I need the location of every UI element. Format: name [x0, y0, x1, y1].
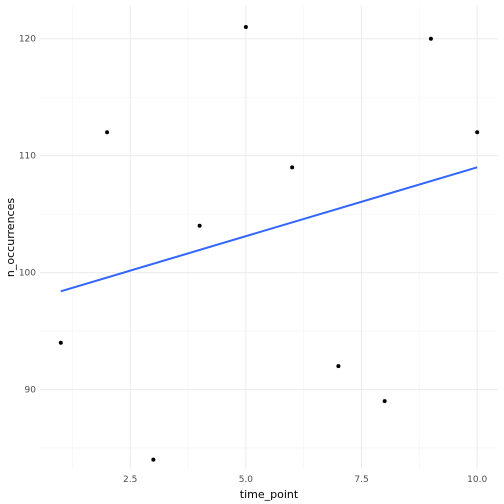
trend-line [60, 166, 478, 293]
data-point [290, 165, 295, 170]
minor-gridlines [40, 6, 498, 469]
data-point [475, 130, 480, 135]
y-tick-labels: 90 100 110 120 [19, 35, 36, 396]
data-point [105, 130, 110, 135]
y-tick-label: 110 [19, 152, 36, 162]
data-point [197, 223, 202, 228]
x-tick-label: 2.5 [123, 475, 137, 485]
y-axis-title: n_occurrences [4, 198, 17, 277]
major-gridlines [40, 6, 498, 469]
data-point [336, 364, 341, 369]
data-point [58, 340, 63, 345]
x-axis-title: time_point [240, 488, 299, 501]
data-point [382, 399, 387, 404]
x-tick-label: 5.0 [239, 475, 254, 485]
data-point [151, 457, 156, 462]
y-tick-label: 100 [19, 269, 36, 279]
data-points [58, 25, 480, 462]
data-point [428, 36, 433, 41]
y-tick-label: 120 [19, 35, 36, 45]
x-tick-label: 7.5 [354, 475, 368, 485]
trend-line-layer [60, 166, 478, 293]
x-tick-label: 10.0 [467, 475, 487, 485]
x-tick-labels: 2.5 5.0 7.5 10.0 [123, 475, 487, 485]
y-tick-label: 90 [25, 385, 37, 395]
data-point [243, 25, 248, 30]
